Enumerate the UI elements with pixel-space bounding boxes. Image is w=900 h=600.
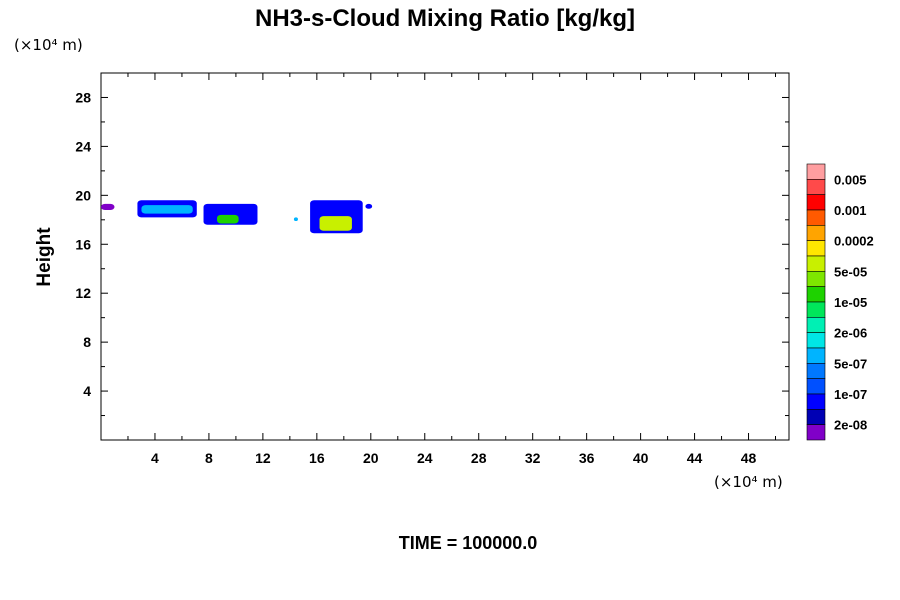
cloud-patch-3 <box>217 214 239 224</box>
colorbar-swatch <box>806 378 826 395</box>
x-tick-label: 20 <box>363 450 379 466</box>
cloud-patch-5 <box>319 216 352 231</box>
colorbar-swatch <box>806 347 826 364</box>
y-ticks: 4 8 12 16 20 24 28 <box>75 89 789 417</box>
y-tick-label: 20 <box>75 187 91 203</box>
colorbar-swatch <box>806 271 826 287</box>
y-tick-label: 8 <box>83 334 91 350</box>
colorbar-label: 2e-06 <box>834 326 867 341</box>
y-tick-label: 4 <box>83 383 91 399</box>
colorbar-swatch <box>806 317 826 333</box>
plot-frame <box>100 72 790 441</box>
colorbar-label: 2e-08 <box>834 418 867 433</box>
colorbar-swatch <box>806 286 826 303</box>
cloud-patch-8 <box>365 203 373 209</box>
x-tick-label: 24 <box>417 450 433 466</box>
y-tick-label: 24 <box>75 138 91 154</box>
colorbar-label: 1e-07 <box>834 387 867 402</box>
colorbar-swatch <box>806 409 826 425</box>
colorbar-swatch <box>806 424 826 441</box>
colorbar-label: 1e-05 <box>834 295 867 310</box>
y-tick-label: 16 <box>75 236 91 252</box>
cloud-patch-6 <box>101 203 115 211</box>
x-axis-unit: (×10⁴ m) <box>714 473 783 491</box>
colorbar-swatch <box>806 179 826 195</box>
x-tick-label: 12 <box>255 450 271 466</box>
x-tick-label: 48 <box>741 450 757 466</box>
x-tick-label: 4 <box>151 450 159 466</box>
colorbar-label: 5e-07 <box>834 356 867 371</box>
y-axis-unit: (×10⁴ m) <box>14 36 83 54</box>
x-tick-label: 8 <box>205 450 213 466</box>
x-tick-label: 16 <box>309 450 325 466</box>
colorbar-swatch <box>806 209 826 226</box>
colorbar-label: 0.0002 <box>834 234 874 249</box>
colorbar-label: 0.001 <box>834 203 867 218</box>
colorbar-swatch <box>806 301 826 318</box>
y-tick-label: 28 <box>75 89 91 105</box>
x-tick-label: 28 <box>471 450 487 466</box>
x-tick-label: 36 <box>579 450 595 466</box>
colorbar-swatch <box>806 363 826 379</box>
cloud-patch-1 <box>141 205 193 214</box>
colorbar-swatch <box>806 393 826 410</box>
colorbar-swatch <box>806 163 826 180</box>
time-label: TIME = 100000.0 <box>399 533 538 553</box>
x-tick-label: 40 <box>633 450 649 466</box>
colorbar-label: 0.005 <box>834 172 867 187</box>
x-tick-label: 44 <box>687 450 703 466</box>
chart-title: NH3-s-Cloud Mixing Ratio [kg/kg] <box>255 5 635 32</box>
cloud-patch-7 <box>293 217 298 222</box>
y-tick-label: 12 <box>75 285 91 301</box>
y-axis-label: Height <box>34 227 55 287</box>
colorbar-swatch <box>806 225 826 241</box>
colorbar: 0.005 0.001 0.0002 5e-05 1e-05 2e-06 5e-07 1e-0… <box>806 163 874 441</box>
colorbar-swatch <box>806 194 826 211</box>
cloud-layer <box>101 200 373 234</box>
x-tick-label: 32 <box>525 450 541 466</box>
colorbar-swatch <box>806 240 826 257</box>
colorbar-label: 5e-05 <box>834 264 867 279</box>
colorbar-swatch <box>806 255 826 272</box>
x-ticks: 4 8 12 16 20 24 28 32 36 40 44 48 <box>127 73 777 466</box>
colorbar-swatch <box>806 332 826 349</box>
